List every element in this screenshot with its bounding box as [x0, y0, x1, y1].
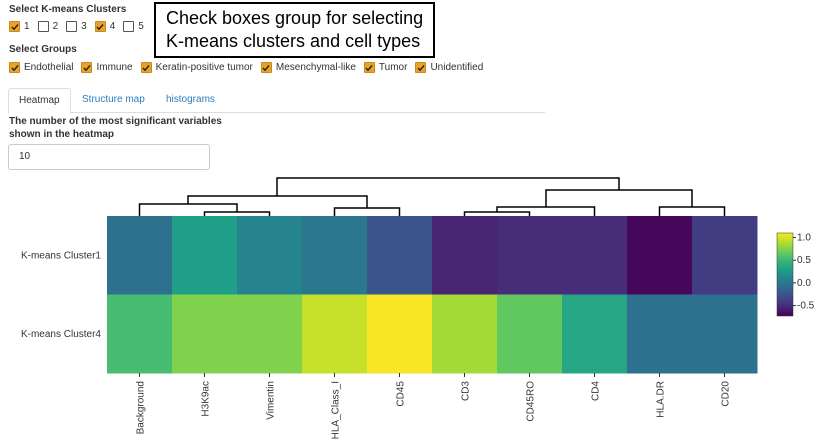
- colorbar-tick-label: 1.0: [797, 233, 811, 244]
- annotation-line: Check boxes group for selecting: [166, 8, 424, 28]
- checkbox-option[interactable]: Tumor: [363, 62, 408, 73]
- checkbox-label: Endothelial: [24, 62, 74, 73]
- checkbox[interactable]: [66, 21, 78, 32]
- column-label: H3K9ac: [201, 381, 212, 417]
- column-label: CD3: [461, 381, 472, 401]
- check-mark: [262, 64, 270, 71]
- checkbox-option[interactable]: Endothelial: [9, 62, 73, 73]
- colorbar-tick-label: 0.5: [797, 255, 811, 266]
- cluster-checkboxes: 1 2 3 4 5: [9, 21, 152, 32]
- heatmap-cell: [107, 216, 173, 295]
- row-label: K-means Cluster4: [21, 329, 101, 340]
- clusters-label: Select K-means Clusters: [9, 4, 127, 15]
- checkbox-option[interactable]: Immune: [81, 62, 133, 73]
- heatmap-cell: [302, 294, 368, 374]
- colorbar: [776, 232, 794, 317]
- annotation-line: K-means clusters and cell types: [166, 31, 421, 51]
- checkbox-option[interactable]: Keratin-positive tumor: [140, 62, 253, 73]
- checkbox-label: 4: [109, 21, 116, 32]
- column-label: CD20: [721, 381, 732, 407]
- check-mark: [365, 64, 373, 71]
- column-label: CD45RO: [526, 381, 537, 422]
- check-mark: [83, 64, 91, 71]
- heatmap-cell: [627, 216, 693, 295]
- heatmap-cell: [432, 216, 498, 295]
- tab[interactable]: Heatmap: [8, 88, 71, 114]
- heatmap-cell: [172, 294, 238, 374]
- checkbox-option[interactable]: Mesenchymal-like: [260, 62, 356, 73]
- checkbox-option[interactable]: 2: [37, 21, 59, 32]
- input-label-line: The number of the most significant varia…: [9, 116, 222, 127]
- checkbox[interactable]: [363, 62, 375, 73]
- heatmap-cell: [497, 216, 563, 295]
- checkbox[interactable]: [123, 21, 135, 32]
- heatmap-cell: [497, 294, 563, 374]
- colorbar-tick-label: -0.5: [797, 301, 815, 312]
- check-mark: [142, 64, 150, 71]
- heatmap-cell: [627, 294, 693, 374]
- checkbox-option[interactable]: 1: [9, 21, 30, 32]
- column-label: CD45: [396, 381, 407, 407]
- tab-divider: [8, 112, 545, 113]
- column-label: HLA_Class_I: [331, 381, 342, 439]
- checkbox-label: 3: [81, 21, 87, 32]
- groups-label: Select Groups: [9, 44, 77, 55]
- heatmap-cell: [692, 294, 758, 374]
- column-label: HLA.DR: [656, 381, 667, 418]
- column-label: Background: [136, 381, 147, 434]
- checkbox-label: Tumor: [378, 62, 408, 73]
- checkbox[interactable]: [9, 62, 20, 73]
- heatmap-cell: [237, 294, 303, 374]
- heatmap-cell: [302, 216, 368, 295]
- check-mark: [96, 23, 104, 30]
- number-input[interactable]: 10: [8, 144, 210, 170]
- row-label: K-means Cluster1: [21, 250, 101, 261]
- input-label-line: shown in the heatmap: [9, 129, 115, 140]
- checkbox-label: 1: [24, 21, 30, 32]
- heatmap-cell: [237, 216, 303, 295]
- check-mark: [10, 64, 19, 71]
- checkbox[interactable]: [140, 62, 152, 73]
- column-label: CD4: [591, 381, 602, 401]
- checkbox-option[interactable]: 4: [94, 21, 116, 32]
- annotation: Check boxes group for selecting K-means …: [154, 2, 436, 58]
- checkbox[interactable]: [37, 21, 49, 32]
- column-label: Vimentin: [266, 381, 277, 420]
- checkbox-label: Mesenchymal-like: [275, 62, 356, 73]
- heatmap-cell: [432, 294, 498, 374]
- heatmap-cell: [562, 216, 628, 295]
- checkbox-option[interactable]: 3: [66, 21, 87, 32]
- check-mark: [417, 64, 425, 71]
- checkbox[interactable]: [9, 21, 20, 32]
- checkbox-label: Unidentified: [430, 62, 484, 73]
- checkbox-label: 5: [138, 21, 144, 32]
- input-label: The number of the most significant varia…: [9, 115, 222, 141]
- checkbox-option[interactable]: 5: [123, 21, 144, 32]
- colorbar-tick-label: 0.0: [797, 278, 811, 289]
- checkbox[interactable]: [260, 62, 272, 73]
- checkbox[interactable]: [415, 62, 427, 73]
- heatmap-cell: [107, 294, 173, 374]
- dendrogram: [138, 177, 726, 216]
- heatmap-cell: [172, 216, 238, 295]
- checkbox-label: 2: [52, 21, 59, 32]
- checkbox-label: Keratin-positive tumor: [155, 62, 253, 73]
- checkbox[interactable]: [94, 21, 106, 32]
- heatmap-cell: [367, 294, 433, 374]
- heatmap-cell: [367, 216, 433, 295]
- tab[interactable]: Structure map: [82, 94, 145, 105]
- checkbox-label: Immune: [96, 62, 133, 73]
- group-checkboxes: Endothelial Immune Keratin-positive tumor M…: [9, 62, 491, 73]
- check-mark: [10, 23, 19, 30]
- heatmap-cell: [692, 216, 758, 295]
- heatmap-cell: [562, 294, 628, 374]
- tab[interactable]: histograms: [166, 94, 215, 105]
- checkbox-option[interactable]: Unidentified: [415, 62, 483, 73]
- checkbox[interactable]: [81, 62, 93, 73]
